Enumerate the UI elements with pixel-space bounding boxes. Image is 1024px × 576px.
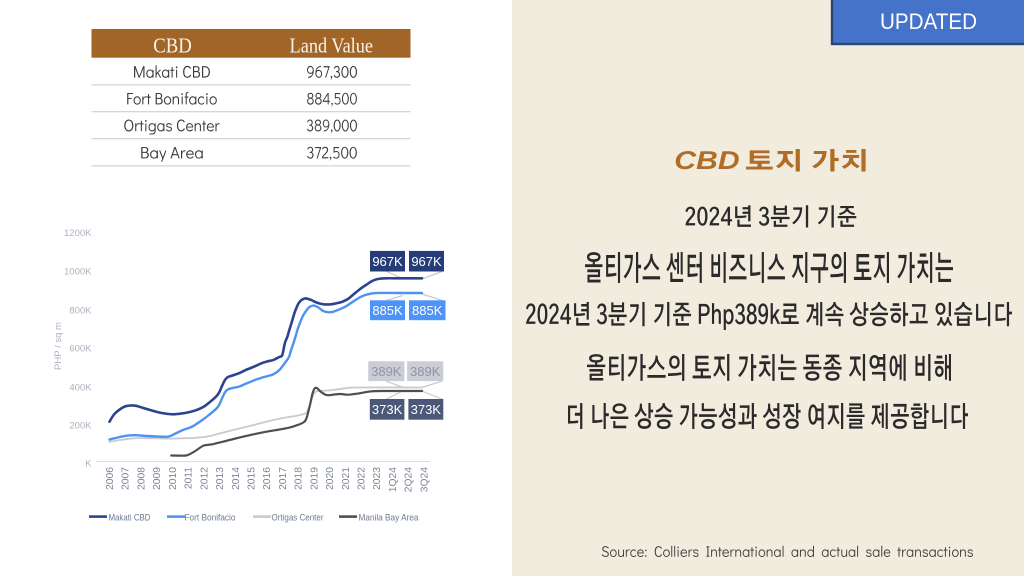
svg-text:2020: 2020 (325, 467, 336, 490)
svg-text:2016: 2016 (262, 467, 273, 490)
svg-text:1Q24: 1Q24 (388, 467, 399, 492)
svg-text:2018: 2018 (294, 467, 305, 490)
svg-text:2011: 2011 (184, 467, 195, 489)
svg-text:2007: 2007 (121, 467, 132, 490)
svg-text:2006: 2006 (105, 467, 116, 490)
svg-text:2013: 2013 (215, 467, 226, 490)
svg-text:2022: 2022 (357, 467, 368, 490)
svg-text:389K: 389K (371, 364, 402, 379)
svg-text:2Q24: 2Q24 (404, 467, 415, 492)
svg-text:1000K: 1000K (64, 266, 92, 277)
svg-text:1200K: 1200K (64, 228, 92, 239)
svg-text:Fort Bonifacio: Fort Bonifacio (185, 512, 236, 523)
svg-text:967K: 967K (411, 254, 442, 269)
svg-text:K: K (85, 458, 92, 469)
svg-text:2014: 2014 (231, 467, 242, 490)
svg-text:373K: 373K (411, 402, 442, 417)
svg-text:Land Value: Land Value (290, 33, 374, 57)
svg-text:UPDATED: UPDATED (880, 9, 977, 34)
svg-text:967K: 967K (372, 254, 403, 269)
svg-text:400K: 400K (69, 382, 92, 393)
svg-text:Makati CBD: Makati CBD (109, 512, 151, 523)
svg-text:885K: 885K (372, 303, 403, 318)
svg-text:2015: 2015 (247, 467, 258, 490)
svg-text:Ortigas Center: Ortigas Center (272, 512, 324, 523)
svg-text:600K: 600K (69, 343, 92, 354)
svg-text:2009: 2009 (152, 467, 163, 490)
svg-text:2008: 2008 (136, 467, 147, 490)
svg-text:389K: 389K (410, 364, 441, 379)
svg-text:200K: 200K (69, 420, 92, 431)
svg-text:3Q24: 3Q24 (419, 467, 430, 492)
svg-text:2023: 2023 (372, 467, 383, 490)
svg-text:2010: 2010 (168, 467, 179, 490)
svg-text:2012: 2012 (199, 467, 210, 490)
svg-text:PHP / sq m: PHP / sq m (53, 322, 64, 370)
svg-text:2019: 2019 (309, 467, 320, 490)
svg-text:2017: 2017 (278, 467, 289, 490)
svg-text:Manila Bay Area: Manila Bay Area (359, 512, 420, 523)
svg-text:CBD: CBD (153, 33, 192, 57)
svg-text:885K: 885K (412, 303, 443, 318)
svg-text:2021: 2021 (341, 467, 352, 490)
svg-text:373K: 373K (372, 402, 403, 417)
svg-text:800K: 800K (69, 305, 92, 316)
